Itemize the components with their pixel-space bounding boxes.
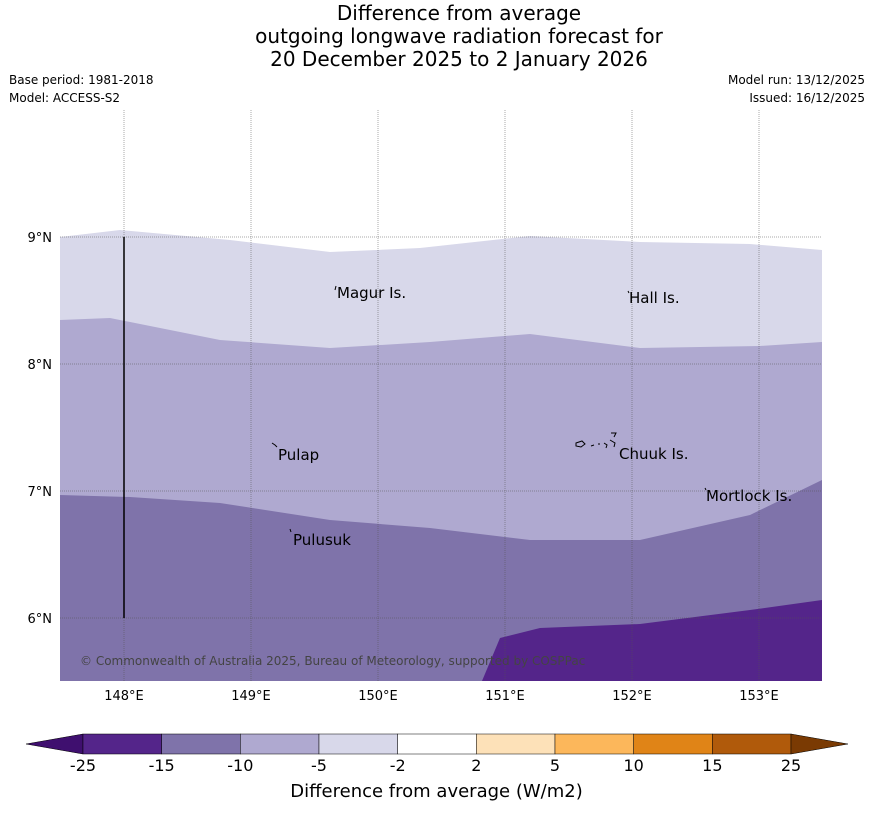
colorbar-tick-label: 15 xyxy=(702,756,722,775)
colorbar-cell xyxy=(397,733,477,755)
lon-label-148: 148°E xyxy=(104,689,144,704)
colorbar-cell xyxy=(554,733,634,755)
island-pulusuk xyxy=(289,528,292,533)
lon-label-152: 152°E xyxy=(612,689,652,704)
lon-label-151: 151°E xyxy=(485,689,525,704)
island-chuuk xyxy=(575,432,617,449)
island-outlines xyxy=(271,285,707,533)
colorbar-tick-label: -15 xyxy=(149,756,175,775)
colorbar-cell xyxy=(161,733,241,755)
title-line-3: 20 December 2025 to 2 January 2026 xyxy=(270,47,648,71)
lon-label-150: 150°E xyxy=(358,689,398,704)
colorbar-cell xyxy=(476,733,556,755)
meta-right: Model run: 13/12/2025 Issued: 16/12/2025 xyxy=(728,71,865,107)
island-mortlock xyxy=(704,487,707,491)
colorbar-cell xyxy=(712,733,792,755)
contour-band-minus-25 xyxy=(482,600,822,681)
colorbar-cell xyxy=(82,733,162,755)
label-magur: Magur Is. xyxy=(337,284,406,302)
graticule xyxy=(60,110,822,681)
colorbar-tick-label: -25 xyxy=(70,756,96,775)
copyright-text: © Commonwealth of Australia 2025, Bureau… xyxy=(80,654,585,668)
colorbar-cell xyxy=(633,733,713,755)
label-pulusuk: Pulusuk xyxy=(293,531,351,549)
colorbar-title: Difference from average (W/m2) xyxy=(290,781,583,802)
lon-label-153: 153°E xyxy=(739,689,779,704)
label-mortlock: Mortlock Is. xyxy=(706,487,792,505)
island-pulap xyxy=(271,442,278,448)
label-pulap: Pulap xyxy=(278,446,319,464)
lat-label-8: 8°N xyxy=(28,358,53,373)
colorbar-tick-label: -5 xyxy=(311,756,327,775)
meta-left: Base period: 1981-2018 Model: ACCESS-S2 xyxy=(9,71,154,107)
issued-text: Issued: 16/12/2025 xyxy=(749,91,865,105)
colorbar-tick-label: -2 xyxy=(390,756,406,775)
base-period-text: Base period: 1981-2018 xyxy=(9,73,154,87)
island-hall xyxy=(627,290,630,294)
lat-label-9: 9°N xyxy=(28,231,53,246)
label-hall: Hall Is. xyxy=(629,289,680,307)
colorbar-tick-label: 25 xyxy=(781,756,801,775)
colorbar-tick-label: 10 xyxy=(623,756,643,775)
colorbar-cell xyxy=(318,733,398,755)
colorbar-tick-label: 2 xyxy=(471,756,481,775)
model-run-text: Model run: 13/12/2025 xyxy=(727,73,865,87)
colorbar-cell xyxy=(240,733,320,755)
lat-label-7: 7°N xyxy=(28,485,53,500)
colorbar-extend-left xyxy=(25,733,84,755)
title-line-1: Difference from average xyxy=(336,1,582,25)
label-chuuk: Chuuk Is. xyxy=(619,445,688,463)
island-magur xyxy=(334,285,337,291)
model-text: Model: ACCESS-S2 xyxy=(9,91,121,105)
lon-label-149: 149°E xyxy=(231,689,271,704)
title-line-2: outgoing longwave radiation forecast for xyxy=(255,24,663,48)
colorbar-extend-right xyxy=(790,733,849,755)
lat-label-6: 6°N xyxy=(28,612,53,627)
colorbar-tick-label: 5 xyxy=(550,756,560,775)
colorbar-tick-label: -10 xyxy=(227,756,253,775)
